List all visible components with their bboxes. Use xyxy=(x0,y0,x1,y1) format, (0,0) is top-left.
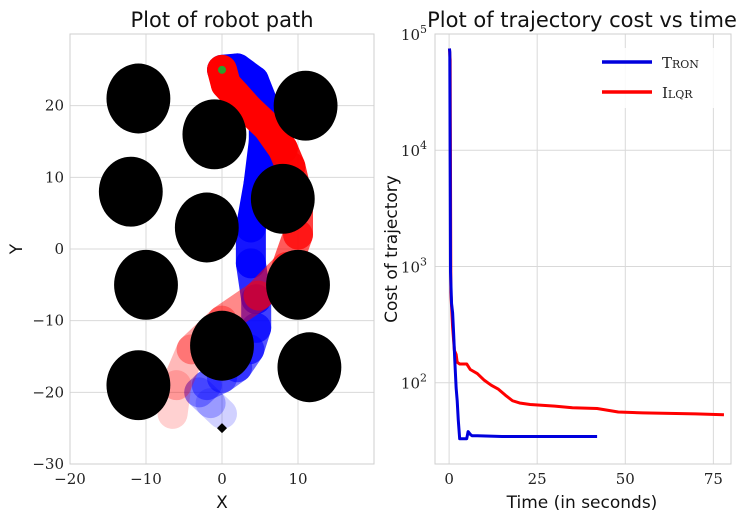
legend-box xyxy=(594,48,724,108)
path-segment xyxy=(195,388,237,429)
left-x-tick-label: −20 xyxy=(54,470,86,488)
obstacle xyxy=(273,70,338,141)
obstacle xyxy=(106,63,171,134)
path-segment xyxy=(157,370,192,429)
right-y-tick-labels: 102 103 104 105 xyxy=(401,23,427,393)
path-segment xyxy=(161,334,207,401)
start-marker xyxy=(218,65,226,74)
left-y-tick-label: 20 xyxy=(45,97,64,115)
path-segment xyxy=(184,370,222,408)
robot-path-plot: Plot of robot path −20 −10 0 10 −30−20−1001… xyxy=(7,8,375,513)
left-plot-title: Plot of robot path xyxy=(130,8,313,32)
left-x-tick-label: 0 xyxy=(217,470,227,488)
right-y-tick-label: 102 xyxy=(401,372,427,393)
obstacle xyxy=(266,249,330,320)
obstacle xyxy=(106,350,171,421)
start-goal-markers xyxy=(217,65,227,434)
left-x-axis-label: X xyxy=(216,493,228,513)
right-y-axis-label: Cost of trajectory xyxy=(382,175,402,323)
goal-marker xyxy=(217,423,227,434)
left-y-tick-label: −10 xyxy=(32,312,64,330)
right-y-tick-label: 103 xyxy=(401,255,427,276)
obstacles xyxy=(98,63,342,421)
right-plot-title: Plot of trajectory cost vs time xyxy=(427,8,737,32)
right-y-tick-label: 105 xyxy=(401,23,427,44)
right-plot-frame xyxy=(434,33,732,465)
legend-label-ilqr: Ilqr xyxy=(662,84,693,102)
left-y-tick-label: 10 xyxy=(45,168,64,186)
left-y-tick-label: −30 xyxy=(32,455,64,473)
obstacle xyxy=(190,310,254,381)
right-x-tick-labels: 0 25 50 75 xyxy=(444,470,723,488)
obstacle xyxy=(277,332,342,403)
right-x-axis-label: Time (in seconds) xyxy=(506,493,658,513)
left-y-axis-label: Y xyxy=(7,243,27,255)
path-segment xyxy=(184,377,226,419)
left-x-tick-label: 10 xyxy=(288,470,307,488)
right-x-tick-label: 50 xyxy=(616,470,635,488)
legend: Tron Ilqr xyxy=(594,48,724,108)
right-y-tick-label: 104 xyxy=(401,139,427,160)
obstacle xyxy=(174,192,239,263)
left-y-tick-label: 0 xyxy=(54,240,64,258)
tron-cost-line xyxy=(447,48,598,441)
left-x-tick-label: −10 xyxy=(130,470,162,488)
left-y-tick-labels: −30 −20 −10 0 10 20 xyxy=(32,97,64,473)
right-x-tick-label: 25 xyxy=(528,470,547,488)
obstacle xyxy=(182,99,247,170)
left-plot-frame xyxy=(69,33,375,465)
right-x-tick-label: 0 xyxy=(444,470,454,488)
obstacle xyxy=(98,156,163,227)
right-x-tick-label: 75 xyxy=(704,470,723,488)
cost-series-lines xyxy=(447,48,725,441)
left-y-tick-label: −20 xyxy=(32,383,64,401)
cost-vs-time-plot: Plot of trajectory cost vs time 0 25 50 75 … xyxy=(382,8,737,513)
legend-label-tron: Tron xyxy=(662,54,699,72)
left-x-tick-labels: −20 −10 0 10 xyxy=(54,470,307,488)
obstacle xyxy=(114,249,178,320)
obstacle xyxy=(250,163,315,234)
